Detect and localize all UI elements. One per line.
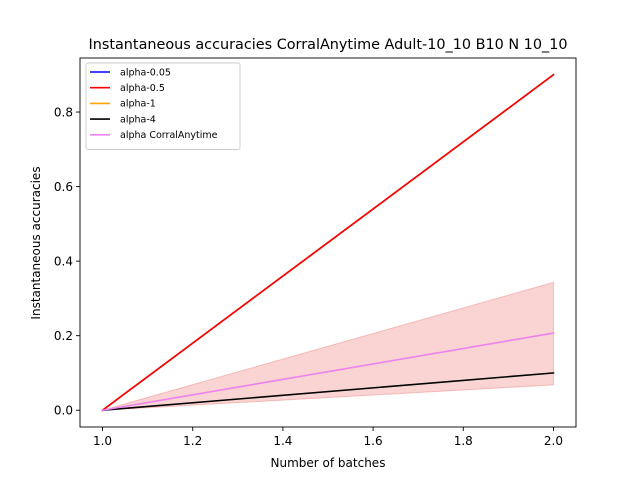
- x-tick-label: 2.0: [544, 434, 563, 448]
- y-axis-ticks: 0.0 0.2 0.4 0.6 0.8: [54, 105, 80, 418]
- x-axis-label: Number of batches: [271, 456, 386, 470]
- y-axis-label: Instantaneous accuracies: [29, 166, 43, 319]
- legend: alpha-0.05 alpha-0.5 alpha-1 alpha-4 alpha C…: [85, 62, 241, 150]
- legend-label-alpha-4: alpha-4: [120, 114, 156, 125]
- y-tick-label: 0.8: [54, 105, 73, 119]
- legend-label-alpha-1: alpha-1: [120, 99, 156, 110]
- legend-label-alpha-corralanytime: alpha CorralAnytime: [120, 130, 218, 141]
- legend-label-alpha-0-5: alpha-0.5: [120, 83, 165, 94]
- legend-box: [85, 62, 241, 150]
- x-tick-label: 1.0: [93, 434, 112, 448]
- series-line-alpha-4: [101, 372, 555, 412]
- y-tick-label: 0.6: [54, 180, 73, 194]
- axes-layer: [79, 57, 577, 428]
- y-tick-label: 0.0: [54, 404, 73, 418]
- x-axis-ticks: 1.0 1.2 1.4 1.6 1.8 2.0: [93, 427, 563, 448]
- x-tick-label: 1.4: [273, 434, 292, 448]
- series-line-alpha-0-5: [101, 73, 555, 412]
- x-tick-label: 1.8: [454, 434, 473, 448]
- chart-title: Instantaneous accuracies CorralAnytime A…: [88, 37, 567, 53]
- y-tick-label: 0.2: [54, 329, 73, 343]
- x-tick-label: 1.6: [364, 434, 383, 448]
- y-tick-label: 0.4: [54, 254, 73, 268]
- series-line-alpha-corralanytime: [101, 332, 555, 412]
- x-tick-label: 1.2: [183, 434, 202, 448]
- plot-frame: [79, 57, 577, 428]
- series-layer: [101, 73, 555, 412]
- legend-label-alpha-0-05: alpha-0.05: [120, 67, 171, 78]
